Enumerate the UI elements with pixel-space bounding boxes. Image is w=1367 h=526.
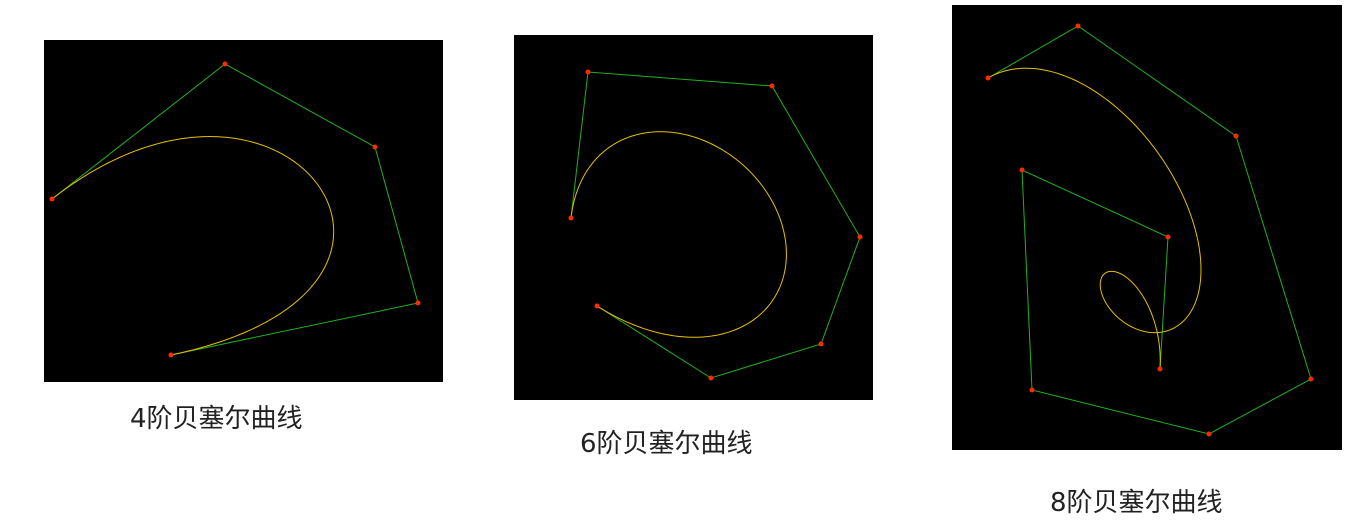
control-polygon bbox=[570, 71, 861, 379]
bezier-curve bbox=[987, 67, 1202, 370]
control-point-0 bbox=[985, 75, 991, 81]
control-polygon bbox=[51, 63, 419, 356]
control-point-3 bbox=[1308, 376, 1314, 382]
diagram-caption-1: 4阶贝塞尔曲线 bbox=[130, 404, 303, 434]
control-point-2 bbox=[372, 144, 378, 150]
diagram-panel-1 bbox=[44, 40, 443, 382]
control-point-6 bbox=[1019, 167, 1025, 173]
control-point-1 bbox=[1075, 23, 1081, 29]
control-point-8 bbox=[1157, 366, 1163, 372]
control-point-5 bbox=[708, 375, 714, 381]
diagram-panel-2 bbox=[514, 35, 873, 400]
control-point-1 bbox=[222, 61, 228, 67]
control-point-1 bbox=[585, 69, 591, 75]
control-point-6 bbox=[594, 303, 600, 309]
bezier-diagram-3 bbox=[985, 23, 1314, 437]
bezier-diagram-2 bbox=[568, 69, 863, 381]
bezier-diagram-1 bbox=[49, 61, 421, 358]
control-point-2 bbox=[1233, 133, 1239, 139]
diagram-caption-2: 6阶贝塞尔曲线 bbox=[580, 429, 753, 459]
control-point-2 bbox=[769, 83, 775, 89]
bezier-curve bbox=[51, 136, 335, 356]
control-polygon bbox=[987, 25, 1312, 435]
diagram-caption-3: 8阶贝塞尔曲线 bbox=[1050, 488, 1223, 518]
control-point-0 bbox=[568, 215, 574, 221]
bezier-curve bbox=[570, 131, 787, 338]
control-point-5 bbox=[1029, 387, 1035, 393]
control-point-0 bbox=[49, 196, 55, 202]
control-point-4 bbox=[1206, 431, 1212, 437]
control-point-3 bbox=[415, 300, 421, 306]
diagram-panel-3 bbox=[952, 5, 1342, 450]
control-point-4 bbox=[168, 352, 174, 358]
control-point-7 bbox=[1165, 234, 1171, 240]
control-point-4 bbox=[818, 341, 824, 347]
control-point-3 bbox=[857, 234, 863, 240]
